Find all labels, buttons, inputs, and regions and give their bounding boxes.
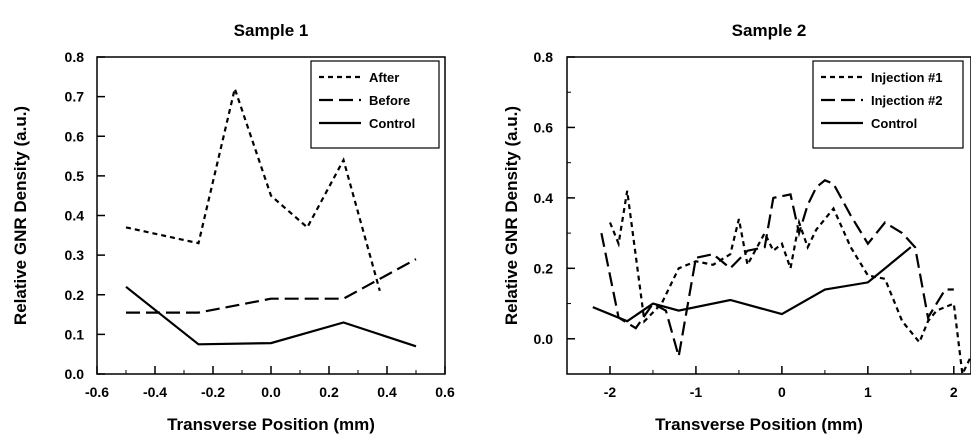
y-tick-label: 0.6 xyxy=(65,128,85,144)
y-tick-label: 0.8 xyxy=(65,49,85,65)
y-axis-label: Relative GNR Density (a.u.) xyxy=(502,106,521,325)
y-tick-label: 0.4 xyxy=(534,190,554,206)
legend-label: Control xyxy=(871,116,917,131)
x-tick-label: -0.2 xyxy=(201,384,225,400)
y-tick-label: 0.8 xyxy=(534,49,554,65)
chart-2: 0.0 0.2 0.4 0.6 0.8 -2 -1 0 1 2 Sample 2 Transverse… xyxy=(502,21,971,434)
y-tick-label: 0.2 xyxy=(534,260,554,276)
chart-1: 0.0 0.1 0.2 0.3 0.4 0.5 0.6 0.7 0.8 -0.6 -0.4 -0.2 0… xyxy=(11,21,455,434)
y-tick-label: 0.0 xyxy=(65,366,85,382)
y-tick-label: 0.2 xyxy=(65,287,85,303)
series-line-after xyxy=(125,84,381,292)
series-line-control xyxy=(125,285,417,348)
legend-label: Injection #2 xyxy=(871,93,943,108)
x-tick-label: 0 xyxy=(778,384,786,400)
y-tick-label: 0.6 xyxy=(534,119,554,135)
legend-label: Control xyxy=(369,116,415,131)
chart-title: Sample 1 xyxy=(234,21,309,40)
x-tick-label: -0.4 xyxy=(143,384,167,400)
x-tick-label: -1 xyxy=(690,384,703,400)
series-line-injection-1 xyxy=(608,190,971,374)
legend-label: Before xyxy=(369,93,410,108)
y-tick-label: 0.4 xyxy=(65,208,85,224)
legend-box xyxy=(812,60,964,149)
x-tick-label: 0.6 xyxy=(435,384,455,400)
legend-label: After xyxy=(369,70,399,85)
y-tick-label: 0.3 xyxy=(65,247,85,263)
legend: Injection #1 Injection #2 Control xyxy=(812,60,964,149)
series-line-before xyxy=(126,258,417,314)
x-tick-label: 0.0 xyxy=(261,384,281,400)
legend-box xyxy=(310,60,440,149)
series-group xyxy=(125,84,417,348)
x-tick-label: -0.6 xyxy=(85,384,109,400)
x-tick-label: 1 xyxy=(864,384,872,400)
legend: After Before Control xyxy=(310,60,440,149)
x-tick-label: 2 xyxy=(950,384,958,400)
y-tick-label: 0.7 xyxy=(65,89,85,105)
chart-title: Sample 2 xyxy=(732,21,807,40)
plot-frame xyxy=(566,56,971,375)
y-axis-label: Relative GNR Density (a.u.) xyxy=(11,106,30,325)
series-line-injection-2 xyxy=(600,179,954,357)
y-tick-label: 0.0 xyxy=(534,331,554,347)
y-tick-label: 0.5 xyxy=(65,168,85,184)
x-tick-label: 0.2 xyxy=(319,384,339,400)
x-axis-label: Transverse Position (mm) xyxy=(167,415,375,434)
legend-label: Injection #1 xyxy=(871,70,943,85)
x-tick-label: -2 xyxy=(604,384,617,400)
y-tick-label: 0.1 xyxy=(65,326,85,342)
x-tick-label: 0.4 xyxy=(377,384,397,400)
x-axis-label: Transverse Position (mm) xyxy=(655,415,863,434)
series-group xyxy=(592,179,971,374)
series-line-control xyxy=(592,246,912,323)
